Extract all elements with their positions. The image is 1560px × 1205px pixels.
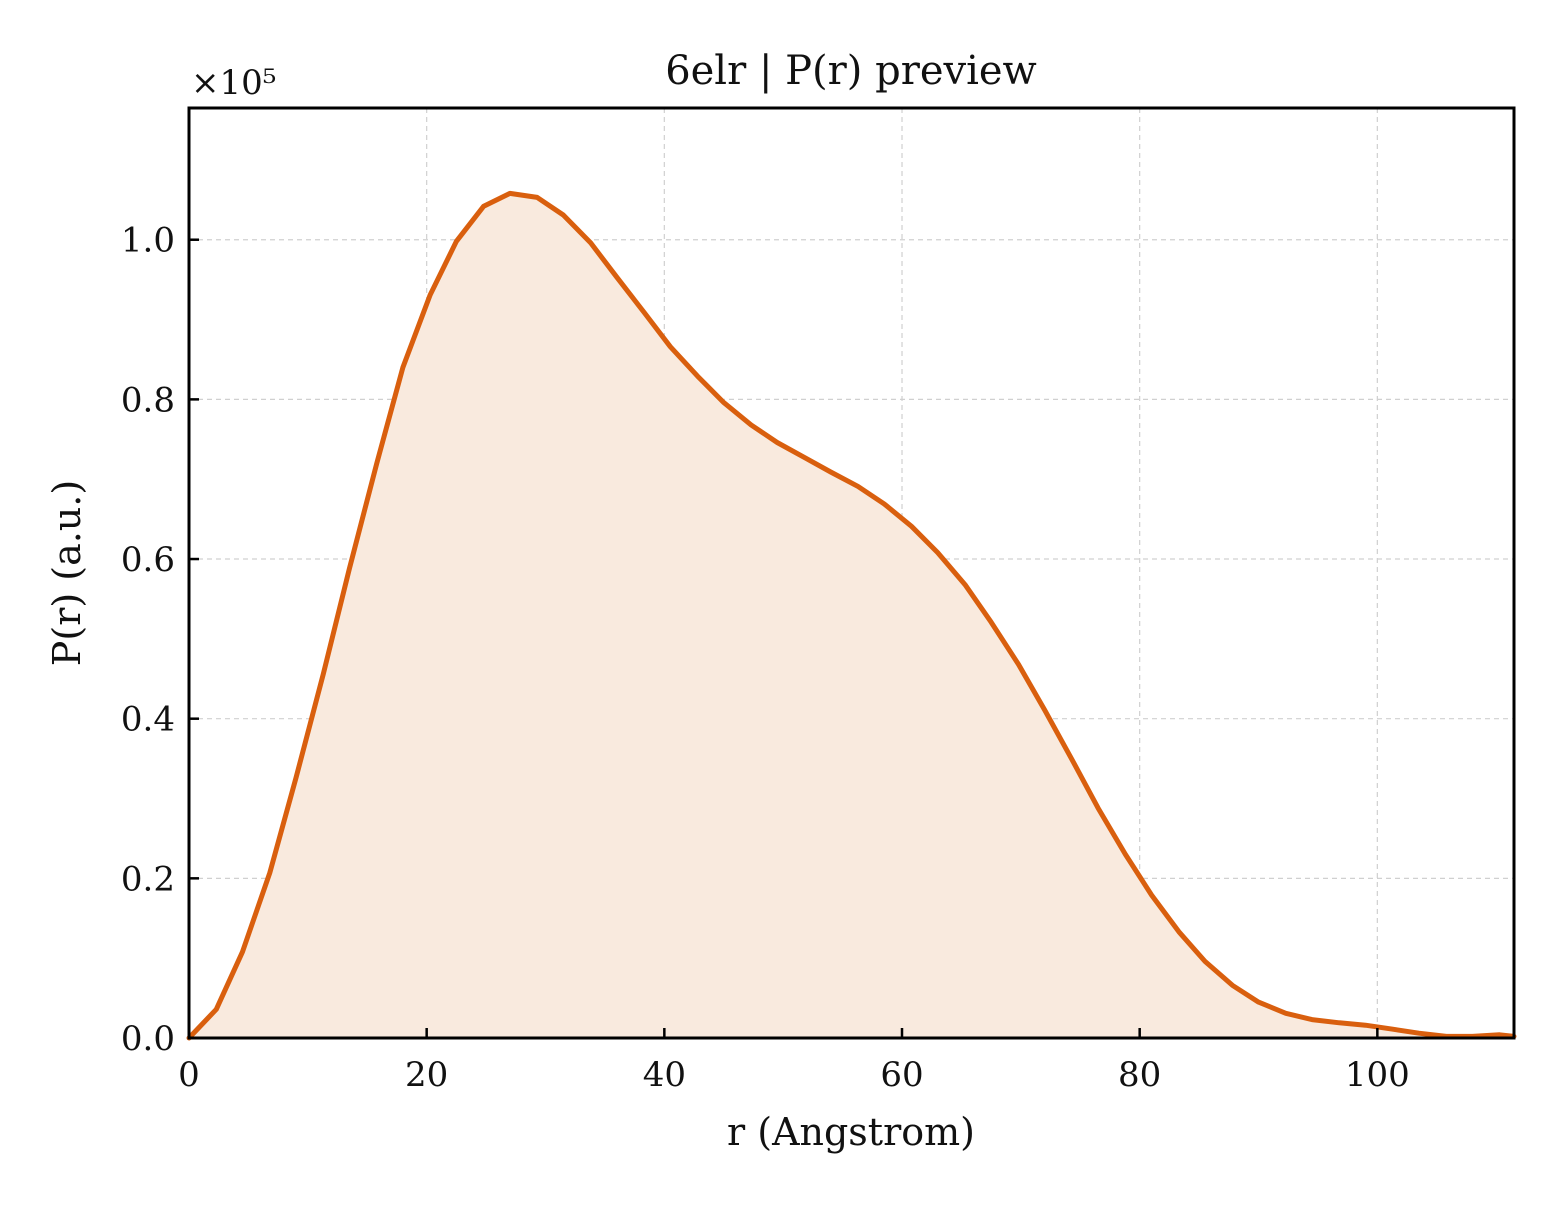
x-tick-label: 80 [1118, 1055, 1161, 1095]
x-tick-label: 40 [643, 1055, 686, 1095]
x-tick-label: 100 [1345, 1055, 1410, 1095]
plot-frame [187, 106, 1516, 1040]
y-tick-label: 0.6 [121, 540, 175, 580]
x-tick-label: 20 [405, 1055, 448, 1095]
series-area-fill [189, 193, 1514, 1038]
x-axis-label: r (Angstrom) [727, 1110, 975, 1154]
y-tick-label: 0.2 [121, 859, 175, 899]
area-fill-layer [189, 193, 1514, 1038]
y-tick-label: 0.4 [121, 700, 175, 740]
y-tick-label: 0.0 [121, 1019, 175, 1059]
y-axis-label: P(r) (a.u.) [45, 480, 89, 666]
y-tick-label: 1.0 [121, 221, 175, 261]
x-tick-label: 0 [178, 1055, 200, 1095]
x-tick-label: 60 [880, 1055, 923, 1095]
series-line [186, 190, 1517, 1041]
axis-ticks: 0 20 40 60 80 100 0.0 0.2 0.4 0.6 0.8 1.0 [121, 221, 1410, 1095]
chart-title: 6elr | P(r) preview [665, 48, 1037, 94]
series-line-layer [186, 190, 1517, 1041]
y-tick-label: 0.8 [121, 380, 175, 420]
y-offset-label: ×10⁵ [191, 63, 276, 103]
